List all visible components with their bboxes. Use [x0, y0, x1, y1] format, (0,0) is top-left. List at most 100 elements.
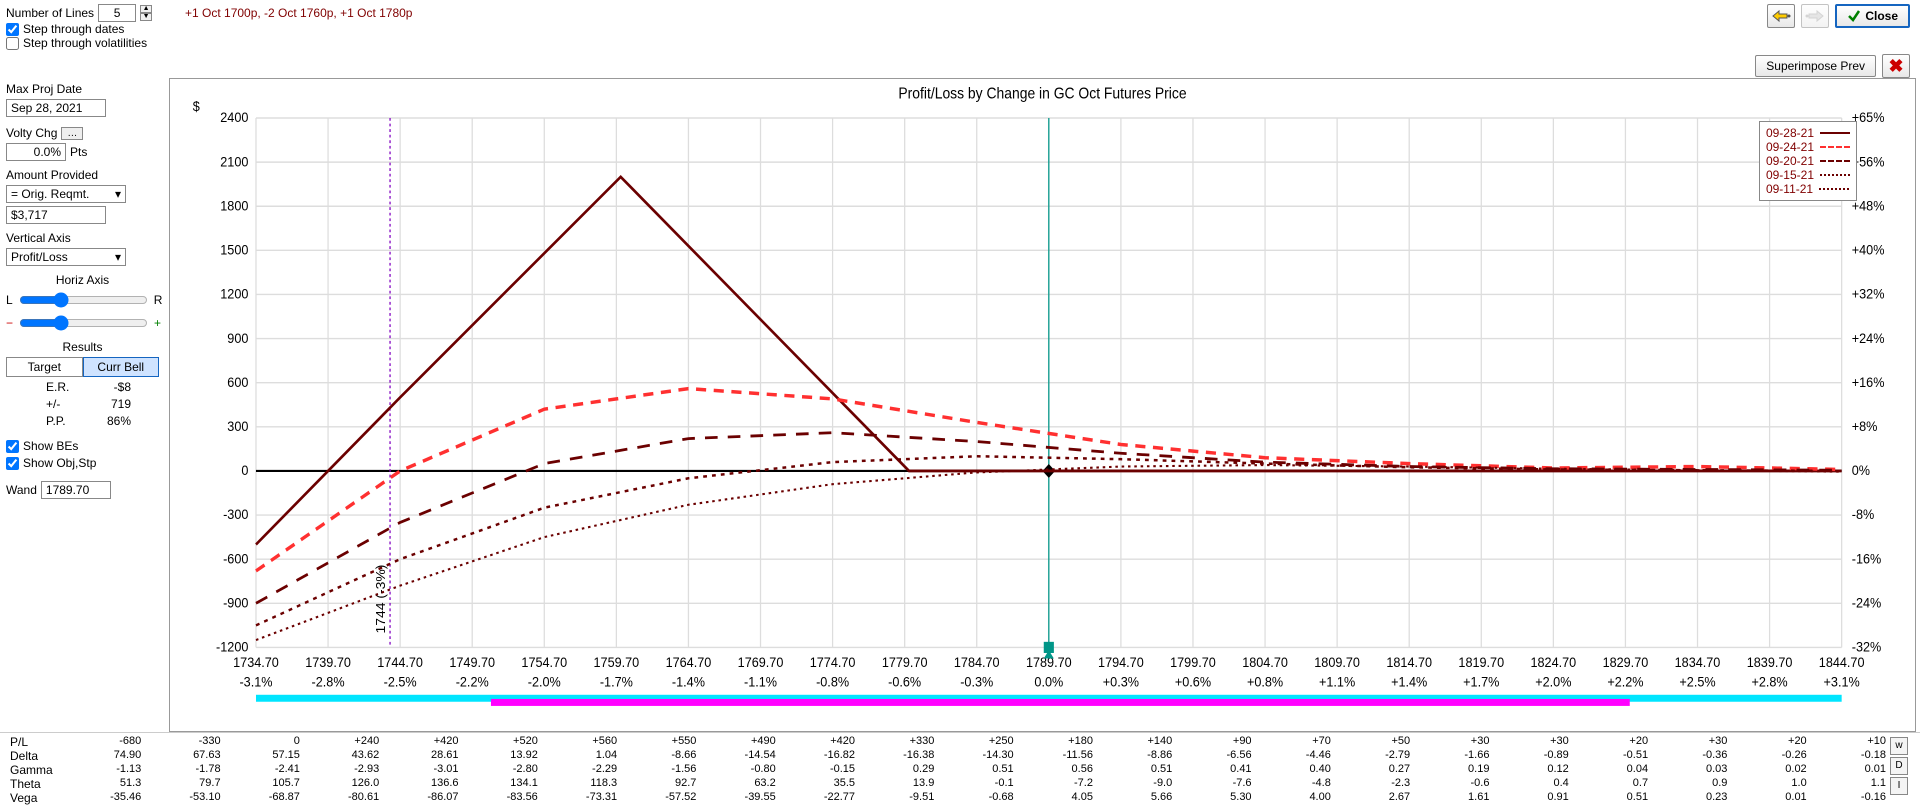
back-button[interactable]: [1767, 4, 1795, 28]
num-lines-input[interactable]: 5: [98, 4, 136, 22]
forward-button[interactable]: [1801, 4, 1829, 28]
svg-text:+2.0%: +2.0%: [1535, 674, 1571, 690]
svg-text:-0.6%: -0.6%: [888, 674, 921, 690]
wand-label: Wand: [6, 483, 37, 497]
svg-text:1809.70: 1809.70: [1314, 654, 1360, 670]
svg-text:-3.1%: -3.1%: [239, 674, 272, 690]
greek-row-label: Delta: [10, 749, 66, 763]
show-objstp-checkbox[interactable]: Show Obj,Stp: [6, 456, 159, 470]
greek-row-label: Gamma: [10, 763, 66, 777]
svg-text:1800: 1800: [220, 198, 248, 214]
show-bes-checkbox[interactable]: Show BEs: [6, 439, 159, 453]
chevron-down-icon: ▾: [115, 187, 121, 201]
svg-text:1739.70: 1739.70: [305, 654, 351, 670]
horiz-lr-slider[interactable]: [19, 292, 148, 308]
max-proj-date-label: Max Proj Date: [6, 82, 159, 96]
pts-label: Pts: [70, 145, 87, 159]
svg-text:2100: 2100: [220, 154, 248, 170]
svg-text:-8%: -8%: [1852, 507, 1875, 523]
svg-text:+1.1%: +1.1%: [1319, 674, 1355, 690]
step-vol-checkbox[interactable]: Step through volatilities: [6, 36, 171, 50]
svg-text:1844.70: 1844.70: [1819, 654, 1865, 670]
svg-text:1774.70: 1774.70: [810, 654, 856, 670]
svg-text:1500: 1500: [220, 242, 248, 258]
svg-text:1744 (-3%): 1744 (-3%): [374, 565, 388, 634]
results-label: Results: [6, 340, 159, 354]
svg-text:1779.70: 1779.70: [882, 654, 928, 670]
svg-text:-0.3%: -0.3%: [960, 674, 993, 690]
svg-text:1769.70: 1769.70: [738, 654, 784, 670]
wand-input[interactable]: 1789.70: [41, 481, 111, 499]
arrow-left-icon: [1771, 9, 1791, 23]
svg-text:Profit/Loss by Change in GC Oc: Profit/Loss by Change in GC Oct Futures …: [898, 86, 1186, 103]
side-button-I[interactable]: I: [1890, 777, 1908, 795]
svg-text:1744.70: 1744.70: [377, 654, 423, 670]
svg-text:1829.70: 1829.70: [1603, 654, 1649, 670]
superimpose-prev-button[interactable]: Superimpose Prev: [1755, 55, 1876, 77]
num-lines-label: Number of Lines: [6, 6, 94, 20]
svg-text:1814.70: 1814.70: [1386, 654, 1432, 670]
svg-text:+2.8%: +2.8%: [1751, 674, 1787, 690]
svg-text:+16%: +16%: [1852, 374, 1885, 390]
svg-text:+24%: +24%: [1852, 330, 1885, 346]
volty-chg-input[interactable]: 0.0%: [6, 143, 66, 161]
side-button-w[interactable]: w: [1890, 737, 1908, 755]
greek-row-label: Theta: [10, 777, 66, 791]
check-icon: [1847, 9, 1861, 23]
svg-text:1834.70: 1834.70: [1675, 654, 1721, 670]
svg-text:+3.1%: +3.1%: [1824, 674, 1860, 690]
svg-text:-2.2%: -2.2%: [456, 674, 489, 690]
svg-text:1759.70: 1759.70: [594, 654, 640, 670]
amount-provided-select[interactable]: = Orig. Reqmt.▾: [6, 185, 126, 203]
svg-text:-16%: -16%: [1852, 551, 1882, 567]
chart[interactable]: Profit/Loss by Change in GC Oct Futures …: [169, 78, 1916, 732]
svg-text:1200: 1200: [220, 286, 248, 302]
amount-value[interactable]: $3,717: [6, 206, 106, 224]
max-proj-date-input[interactable]: Sep 28, 2021: [6, 99, 106, 117]
svg-text:1839.70: 1839.70: [1747, 654, 1793, 670]
svg-text:+0.3%: +0.3%: [1103, 674, 1139, 690]
svg-text:-1.4%: -1.4%: [672, 674, 705, 690]
results-toggle[interactable]: Target Curr Bell: [6, 357, 159, 377]
arrow-right-icon: [1805, 9, 1825, 23]
svg-text:$: $: [193, 98, 201, 114]
svg-text:900: 900: [227, 330, 248, 346]
side-button-D[interactable]: D: [1890, 757, 1908, 775]
svg-text:-32%: -32%: [1852, 639, 1882, 655]
svg-text:0: 0: [241, 463, 248, 479]
horiz-zoom-slider[interactable]: [19, 315, 148, 331]
greek-row-label: Vega: [10, 791, 66, 805]
clear-button[interactable]: ✖: [1882, 54, 1910, 78]
svg-text:1794.70: 1794.70: [1098, 654, 1144, 670]
svg-text:+0.8%: +0.8%: [1247, 674, 1283, 690]
svg-text:1784.70: 1784.70: [954, 654, 1000, 670]
svg-text:+32%: +32%: [1852, 286, 1885, 302]
svg-text:-0.8%: -0.8%: [816, 674, 849, 690]
svg-text:0%: 0%: [1852, 463, 1870, 479]
svg-text:300: 300: [227, 418, 248, 434]
num-lines-spinner[interactable]: ▲▼: [140, 5, 152, 21]
volty-chg-more-button[interactable]: …: [61, 127, 83, 140]
svg-text:-900: -900: [223, 595, 248, 611]
svg-text:-1200: -1200: [216, 639, 248, 655]
svg-text:-300: -300: [223, 507, 248, 523]
svg-text:+2.5%: +2.5%: [1679, 674, 1715, 690]
svg-text:2400: 2400: [220, 110, 248, 126]
svg-text:1734.70: 1734.70: [233, 654, 279, 670]
svg-text:1824.70: 1824.70: [1531, 654, 1577, 670]
svg-text:-2.5%: -2.5%: [384, 674, 417, 690]
close-button[interactable]: Close: [1835, 4, 1910, 28]
step-dates-checkbox[interactable]: Step through dates: [6, 22, 171, 36]
svg-text:-600: -600: [223, 551, 248, 567]
curr-bell-button[interactable]: Curr Bell: [83, 357, 160, 377]
vertical-axis-select[interactable]: Profit/Loss▾: [6, 248, 126, 266]
svg-text:-1.7%: -1.7%: [600, 674, 633, 690]
svg-text:1749.70: 1749.70: [449, 654, 495, 670]
svg-text:-1.1%: -1.1%: [744, 674, 777, 690]
target-button[interactable]: Target: [6, 357, 83, 377]
svg-text:1804.70: 1804.70: [1242, 654, 1288, 670]
svg-text:-24%: -24%: [1852, 595, 1882, 611]
svg-text:600: 600: [227, 374, 248, 390]
svg-text:1754.70: 1754.70: [521, 654, 567, 670]
svg-text:1764.70: 1764.70: [666, 654, 712, 670]
